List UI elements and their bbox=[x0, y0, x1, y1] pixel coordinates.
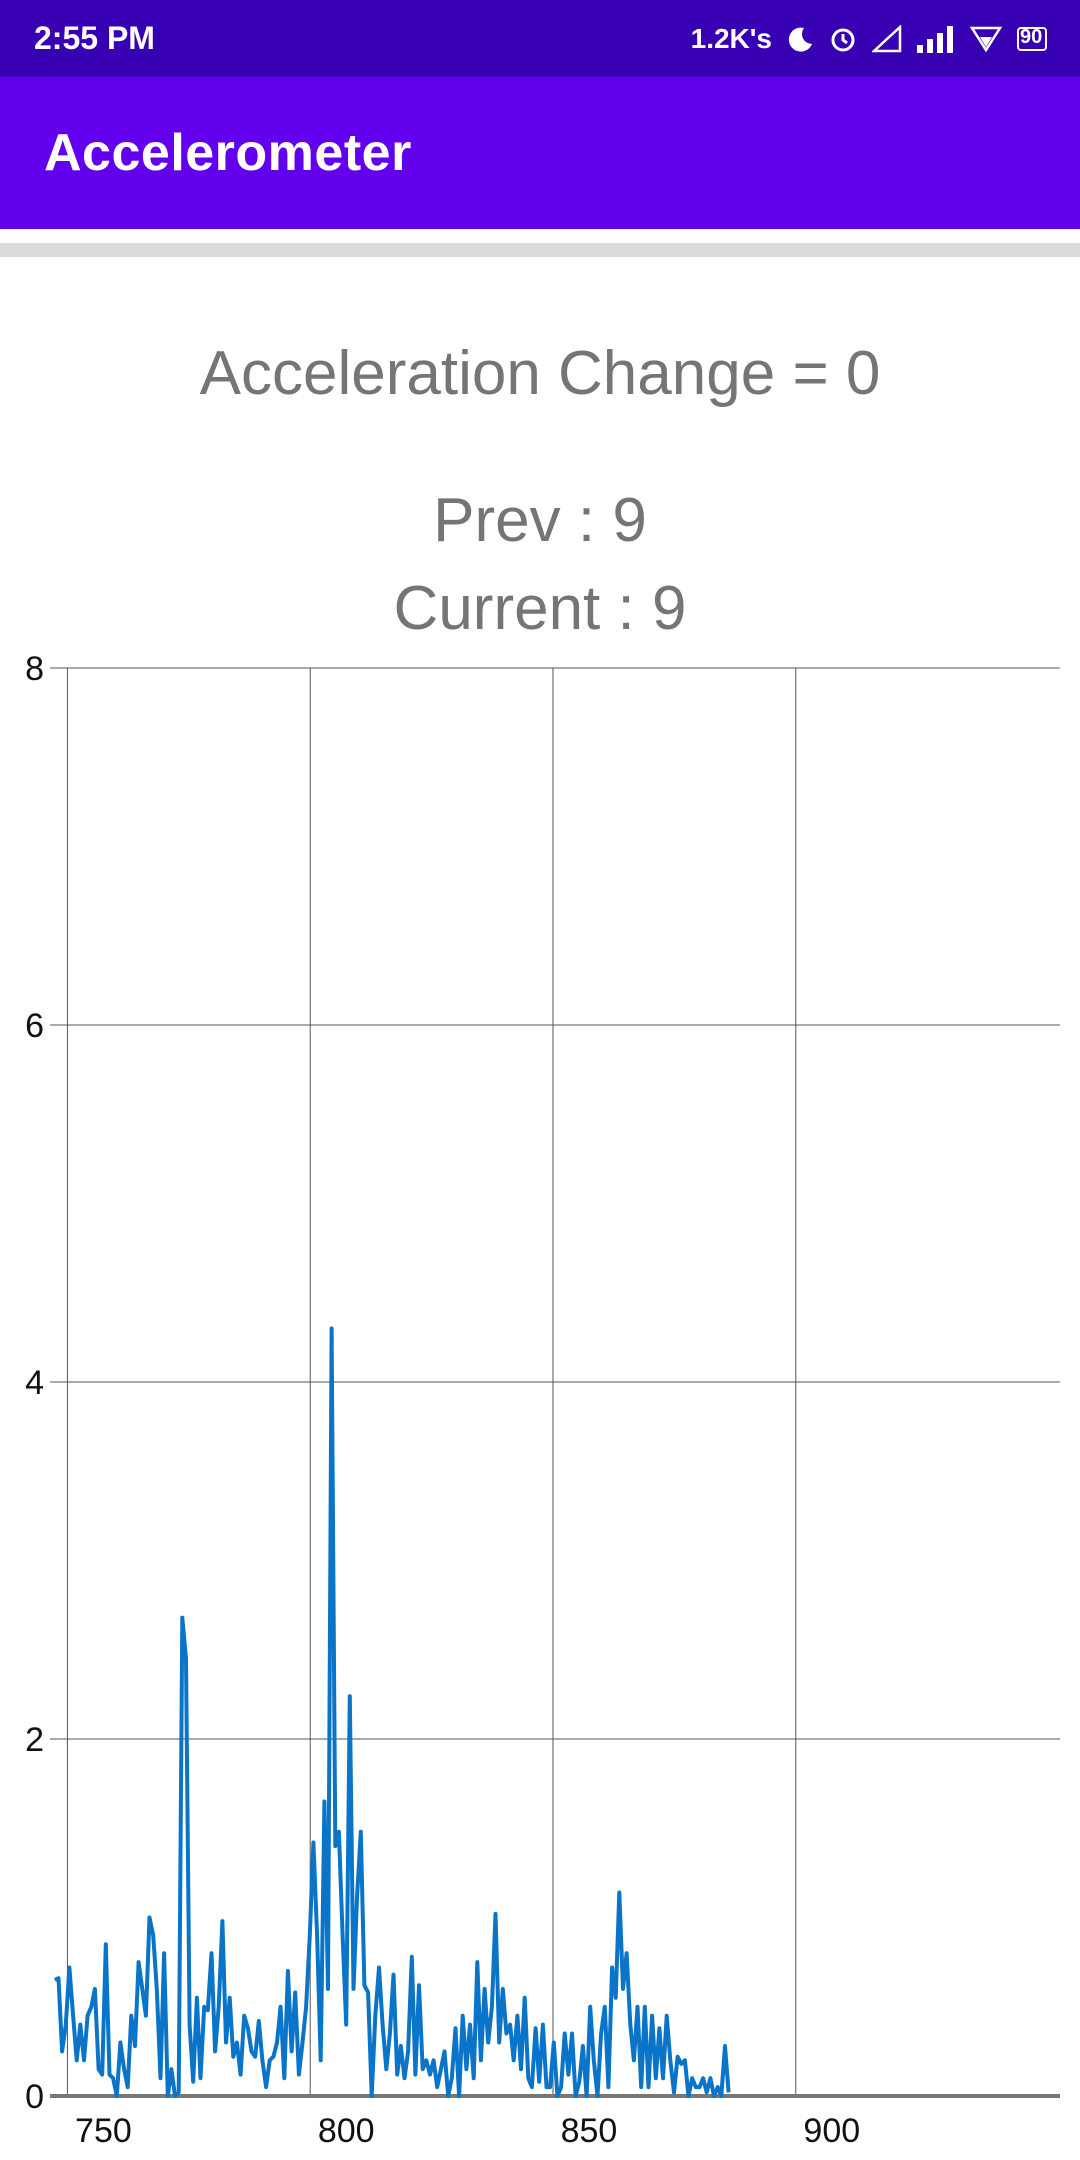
acceleration-series-line bbox=[54, 1326, 731, 2098]
app-bar-divider bbox=[0, 243, 1080, 257]
app-bar: Accelerometer bbox=[0, 77, 1080, 229]
app-title: Accelerometer bbox=[44, 124, 412, 182]
network-speed: 1.2K's bbox=[690, 22, 772, 54]
current-value-text: Current : 9 bbox=[393, 574, 687, 643]
alarm-icon bbox=[828, 24, 858, 54]
status-icons: 1.2K's 90 bbox=[691, 22, 1050, 56]
status-bar: 2:55 PM 1.2K's 90 bbox=[0, 0, 1080, 77]
signal-bars-icon bbox=[916, 25, 956, 53]
y-tick-label: 2 bbox=[25, 1721, 44, 1759]
y-tick-label: 8 bbox=[25, 650, 44, 688]
y-tick-label: 4 bbox=[25, 1364, 44, 1402]
x-tick-label: 900 bbox=[803, 2112, 860, 2150]
battery-level: 90 bbox=[1020, 25, 1043, 48]
x-tick-label: 850 bbox=[561, 2112, 618, 2150]
wifi-icon bbox=[970, 25, 1002, 53]
battery-icon: 90 bbox=[1016, 22, 1050, 56]
x-tick-label: 750 bbox=[75, 2112, 132, 2150]
y-tick-label: 6 bbox=[25, 1007, 44, 1045]
moon-icon bbox=[786, 25, 814, 53]
acceleration-change-text: Acceleration Change = 0 bbox=[199, 339, 881, 408]
accelerometer-line-chart: 0 2 4 6 8 750 800 850 900 bbox=[25, 650, 1060, 2150]
prev-value-text: Prev : 9 bbox=[433, 486, 647, 555]
signal-empty-icon bbox=[872, 24, 902, 53]
y-tick-label: 0 bbox=[25, 2078, 44, 2116]
x-tick-label: 800 bbox=[318, 2112, 375, 2150]
status-time: 2:55 PM bbox=[34, 20, 155, 56]
